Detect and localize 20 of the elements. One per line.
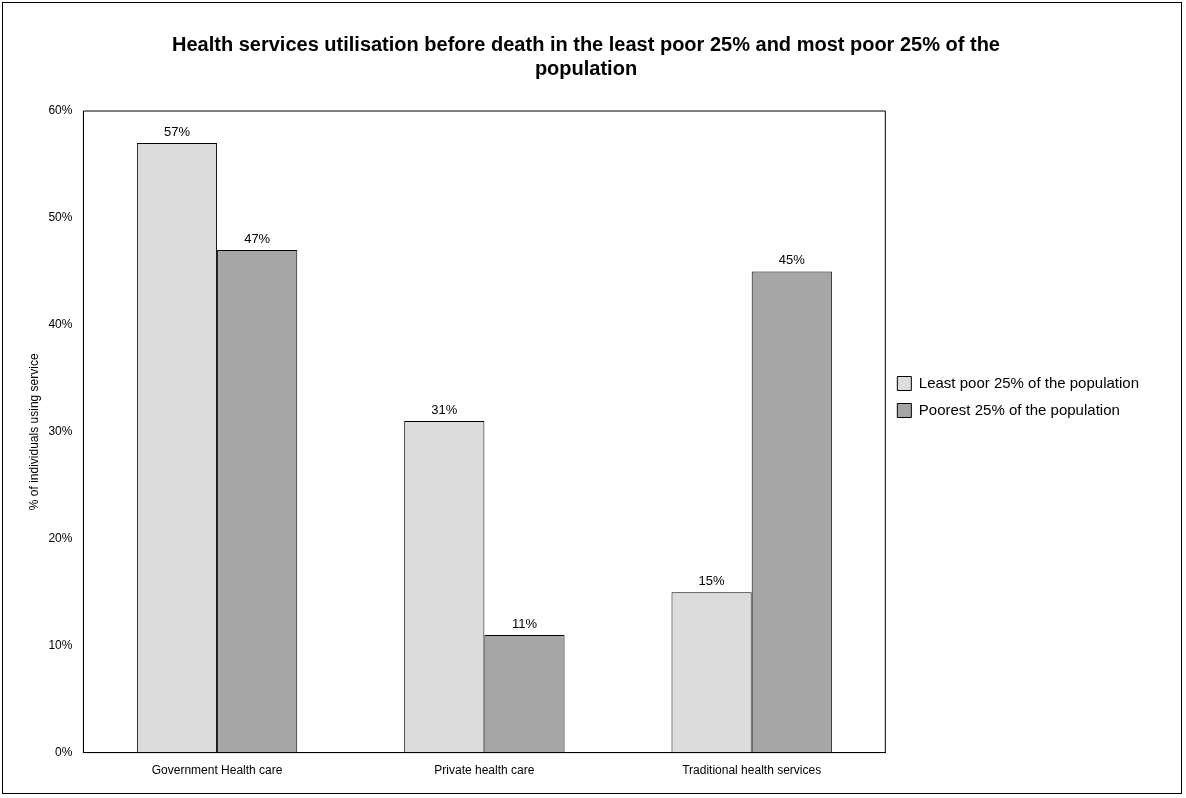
- legend-label: Poorest 25% of the population: [918, 400, 1120, 418]
- data-label: 57%: [163, 124, 191, 140]
- data-label: 11%: [511, 616, 538, 632]
- x-tick-label: Traditional health services: [682, 763, 822, 778]
- y-tick-label: 0%: [55, 744, 73, 759]
- chart-title: Health services utilisation before death in the least poor 25% and most poor 25% of the population: [172, 32, 1000, 79]
- y-tick-label: 60%: [48, 103, 73, 118]
- data-label: 45%: [778, 252, 806, 268]
- x-tick-label: Private health care: [434, 763, 535, 778]
- x-tick-label: Government Health care: [151, 763, 283, 778]
- y-axis-title: % of individuals using service: [26, 353, 41, 511]
- legend-label: Least poor 25% of the population: [918, 373, 1140, 391]
- y-tick-label: 10%: [48, 637, 73, 652]
- y-tick-label: 40%: [48, 317, 73, 332]
- data-label: 47%: [244, 231, 271, 247]
- data-label: 31%: [431, 402, 458, 418]
- y-tick-label: 50%: [48, 210, 73, 225]
- data-label: 15%: [698, 573, 726, 589]
- y-tick-label: 20%: [48, 531, 73, 546]
- y-tick-label: 30%: [48, 424, 73, 439]
